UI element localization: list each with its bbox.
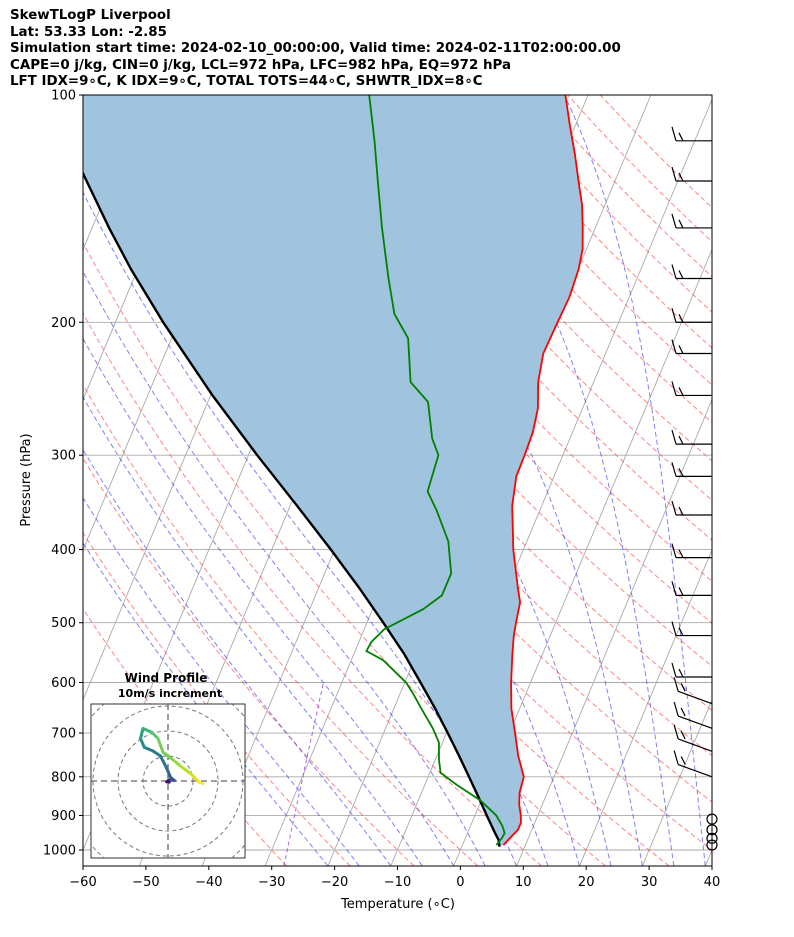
wind-barb (671, 429, 712, 445)
hodograph-trace (156, 737, 165, 754)
parcel-line (83, 170, 501, 847)
dry-adiabat (339, 95, 712, 501)
y-axis-label: Pressure (hPa) (19, 433, 34, 526)
x-tick-label: −30 (258, 875, 285, 890)
moist-adiabat (563, 95, 706, 866)
wind-barb (671, 462, 712, 477)
dry-adiabat (83, 457, 415, 866)
isotherm-line (83, 95, 86, 101)
dry-adiabat (83, 531, 351, 866)
y-tick-label: 700 (51, 727, 76, 742)
hodograph-trace (161, 750, 175, 762)
dry-adiabat (176, 95, 712, 712)
x-axis-label: Temperature (∘C) (340, 897, 455, 912)
y-tick-label: 200 (51, 316, 76, 331)
title-line-station: SkewTLogP Liverpool (10, 8, 171, 23)
title-block: SkewTLogP Liverpool Lat: 53.33 Lon: -2.8… (10, 8, 621, 91)
dry-adiabat (143, 95, 712, 757)
dry-adiabat (404, 95, 712, 424)
moist-adiabat (83, 496, 360, 866)
y-tick-label: 600 (51, 676, 76, 691)
wind-barb (671, 166, 712, 182)
x-tick-label: 40 (704, 875, 721, 890)
wind-barb (671, 621, 712, 637)
hodograph-trace (159, 754, 169, 770)
hodograph-trace (142, 745, 155, 753)
hodograph-trace (141, 727, 154, 734)
hodograph-trace (197, 780, 205, 785)
hodograph-trace (165, 767, 172, 779)
hodograph-ring (117, 730, 219, 832)
wind-barb (673, 750, 713, 778)
dewpoint-line (365, 95, 506, 846)
x-tick-label: −40 (195, 875, 222, 890)
y-tick-label: 400 (51, 543, 76, 558)
title-line-indices-1: CAPE=0 j/kg, CIN=0 j/kg, LCL=972 hPa, LF… (10, 57, 512, 73)
hodograph-trace (179, 764, 192, 775)
isotherm-line (83, 95, 149, 251)
hodograph-trace (171, 758, 182, 768)
wind-barb (671, 500, 712, 516)
isotherm-line (704, 848, 712, 866)
wind-barb (671, 339, 712, 355)
dry-adiabat (306, 95, 712, 541)
isotherm-line (641, 698, 712, 866)
hodograph-trace (151, 749, 162, 758)
x-tick-label: 30 (641, 875, 658, 890)
hodograph-trace (139, 727, 145, 740)
hodograph-title: Wind Profile (125, 671, 208, 685)
wind-barb (671, 264, 712, 280)
y-tick-label: 800 (51, 770, 76, 785)
dry-adiabat (567, 95, 712, 243)
y-tick-label: 900 (51, 809, 76, 824)
x-tick-label: −10 (384, 875, 411, 890)
wind-barb (671, 662, 712, 678)
y-tick-label: 300 (51, 449, 76, 464)
x-tick-label: 10 (515, 875, 532, 890)
title-line-times: Simulation start time: 2024-02-10_00:00:… (10, 41, 621, 56)
y-tick-label: 100 (51, 89, 76, 104)
x-tick-label: 20 (578, 875, 595, 890)
x-tick-label: 0 (456, 875, 464, 890)
mixing-ratio-line (283, 682, 324, 866)
x-tick-label: −60 (69, 875, 96, 890)
isotherm-line (516, 398, 712, 866)
dry-adiabat (83, 312, 542, 866)
hodograph-trace (139, 737, 146, 749)
temperature-line (502, 95, 584, 846)
wind-barb (671, 543, 712, 559)
wind-barb (671, 381, 712, 397)
wind-barb (671, 308, 712, 323)
moist-adiabat (206, 95, 612, 866)
moist-adiabat (83, 270, 486, 866)
wind-barb (673, 677, 713, 705)
dry-adiabat (371, 95, 712, 462)
y-tick-label: 500 (51, 616, 76, 631)
isotherm-line (579, 548, 712, 866)
wind-barb (671, 213, 712, 229)
cape-cin-fill (83, 95, 583, 847)
title-line-location: Lat: 53.33 Lon: -2.85 (10, 24, 167, 40)
moist-adiabat (421, 95, 675, 866)
wind-barb (673, 724, 713, 752)
wind-barb (671, 581, 712, 596)
x-tick-label: −20 (321, 875, 348, 890)
dry-adiabat (599, 95, 712, 209)
moist-adiabat (83, 396, 423, 866)
wind-barb (673, 701, 713, 729)
dry-adiabat (83, 384, 479, 866)
moist-adiabat (83, 448, 392, 866)
y-tick-label: 1000 (43, 844, 76, 859)
x-tick-label: −50 (132, 875, 159, 890)
title-line-indices-2: LFT IDX=9∘C, K IDX=9∘C, TOTAL TOTS=44∘C,… (10, 74, 483, 89)
moist-adiabat (83, 337, 455, 866)
hodograph-subtitle: 10m/s increment (118, 687, 222, 700)
wind-barb (671, 126, 712, 142)
